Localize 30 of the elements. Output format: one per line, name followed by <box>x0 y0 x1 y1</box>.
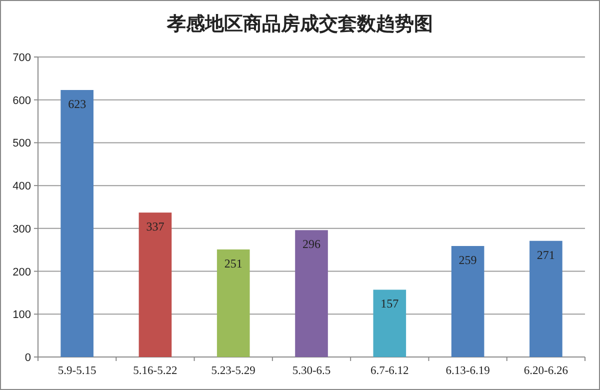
data-label: 337 <box>146 220 164 234</box>
x-tick-label: 6.20-6.26 <box>524 365 568 377</box>
bar <box>451 246 484 357</box>
y-tick-label: 400 <box>12 180 31 193</box>
bar <box>295 230 328 357</box>
y-tick-label: 0 <box>24 352 31 364</box>
x-tick-label: 5.23-5.29 <box>211 365 256 377</box>
x-tick-label: 5.16-5.22 <box>133 365 178 377</box>
y-tick-label: 600 <box>12 94 31 107</box>
y-tick-label: 700 <box>12 52 31 64</box>
data-label: 271 <box>536 248 555 262</box>
data-label: 251 <box>224 256 242 270</box>
chart-title: 孝感地区商品房成交套数趋势图 <box>166 13 433 35</box>
x-tick-label: 5.9-5.15 <box>58 365 96 377</box>
data-label: 259 <box>458 253 477 267</box>
y-tick-label: 200 <box>12 266 31 278</box>
data-label: 623 <box>68 97 86 111</box>
bar <box>530 240 562 357</box>
y-tick-label: 300 <box>12 223 31 236</box>
bar <box>60 90 94 357</box>
bar <box>216 249 250 357</box>
data-label: 296 <box>302 237 320 252</box>
data-label: 157 <box>380 296 399 311</box>
bar <box>373 290 406 357</box>
x-tick-label: 6.7-6.12 <box>370 365 410 377</box>
y-tick-label: 500 <box>12 138 31 150</box>
y-tick-label: 100 <box>12 309 31 322</box>
x-tick-label: 5.30-6.5 <box>292 365 331 377</box>
bar <box>138 212 172 357</box>
x-tick-label: 6.13-6.19 <box>446 365 490 377</box>
